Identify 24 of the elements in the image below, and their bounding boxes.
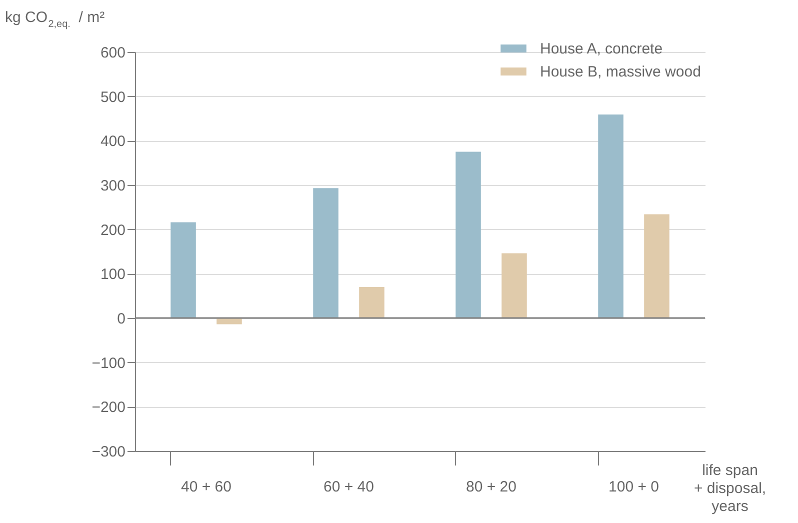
bar: [598, 114, 624, 318]
y-tick-label: 600: [100, 44, 126, 62]
y-tick-label: −200: [92, 399, 126, 416]
bar: [456, 152, 481, 318]
y-tick-label: 300: [100, 178, 126, 194]
x-tick-label: 60 + 40: [324, 478, 374, 496]
y-tick-label: 500: [100, 88, 126, 106]
bar: [313, 188, 338, 318]
bar: [644, 214, 670, 318]
x-axis-title: life span + disposal, years: [694, 462, 766, 515]
y-tick-label: 0: [117, 310, 126, 328]
bar: [502, 253, 527, 318]
x-tick-label: 80 + 20: [466, 478, 516, 496]
bar: [359, 286, 384, 318]
legend-label: House B, massive wood: [540, 64, 701, 80]
y-tick-label: 200: [100, 222, 126, 239]
y-tick-label: 400: [100, 133, 126, 150]
y-tick-label: 100: [100, 266, 126, 284]
y-tick-label: −300: [92, 444, 126, 460]
legend-label: House A, concrete: [540, 40, 663, 58]
y-tick-label: −100: [92, 354, 126, 372]
x-tick-label: 100 + 0: [608, 478, 659, 496]
x-tick-label: 40 + 60: [181, 478, 232, 496]
bar: [170, 222, 196, 318]
